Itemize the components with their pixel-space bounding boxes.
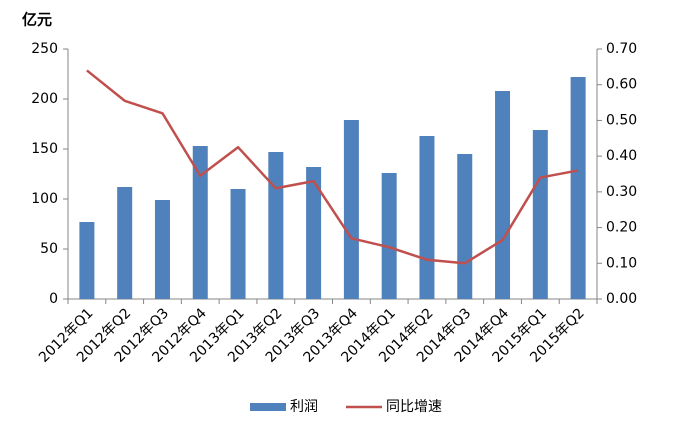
legend-label: 同比增速: [386, 399, 442, 415]
bar: [192, 146, 208, 299]
bar: [117, 187, 133, 299]
bar: [268, 152, 284, 299]
y2-tick-label: 0.40: [606, 148, 637, 164]
bar: [230, 189, 246, 299]
unit-label: 亿元: [22, 11, 52, 29]
bar: [154, 200, 170, 299]
bar: [306, 167, 322, 299]
y2-tick-label: 0.00: [606, 291, 637, 307]
bar: [79, 222, 95, 299]
y-tick-label: 100: [31, 191, 58, 207]
y2-tick-label: 0.50: [606, 112, 637, 128]
bar: [495, 91, 511, 299]
y-tick-label: 0: [49, 291, 58, 307]
y-tick-label: 250: [31, 41, 58, 57]
bar: [457, 154, 473, 299]
bar: [343, 120, 359, 299]
y-tick-label: 50: [40, 241, 58, 257]
y2-tick-label: 0.30: [606, 184, 637, 200]
y2-tick-label: 0.10: [606, 255, 637, 271]
y2-tick-label: 0.20: [606, 220, 637, 236]
y2-tick-label: 0.60: [606, 77, 637, 93]
bar: [532, 130, 548, 299]
y-tick-label: 200: [31, 91, 58, 107]
bar: [419, 136, 435, 299]
line: [86, 69, 579, 265]
legend-swatch: [250, 403, 286, 411]
y-tick-label: 150: [31, 141, 58, 157]
y2-tick-label: 0.70: [606, 41, 637, 57]
legend-label: 利润: [290, 399, 318, 415]
bar: [381, 173, 397, 299]
bar: [570, 77, 586, 299]
